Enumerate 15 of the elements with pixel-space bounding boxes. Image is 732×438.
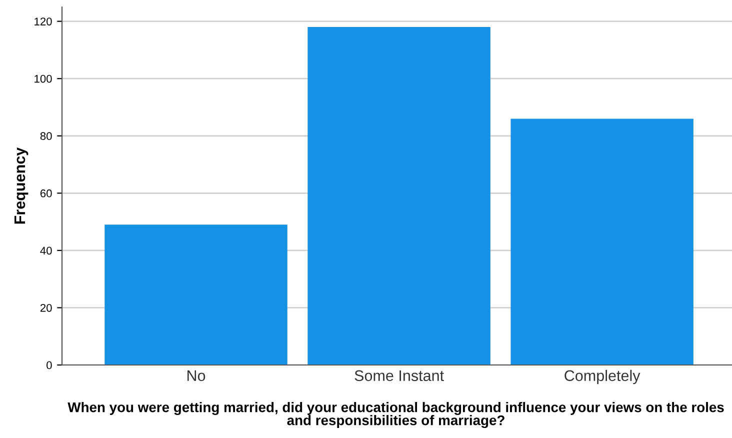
x-tick-label: Completely: [564, 370, 640, 384]
x-tick-label: No: [187, 370, 206, 382]
y-tick-label: 20: [40, 304, 52, 312]
bar: [510, 118, 694, 365]
y-tick-label: 0: [46, 361, 52, 370]
x-tick-label: Some Instant: [354, 370, 444, 382]
y-tick-label: 60: [40, 189, 52, 198]
x-axis-title: When you were getting married, did your educational background influence your views on the roles and responsibilities of marriage?: [68, 402, 724, 428]
bar: [308, 27, 490, 365]
bar: [104, 224, 288, 365]
y-axis-title: Frequency: [14, 147, 28, 224]
y-tick-label: 120: [34, 18, 52, 26]
y-tick-label: 80: [40, 132, 52, 140]
y-tick-label: 100: [34, 74, 52, 83]
y-tick-label: 40: [40, 246, 52, 255]
